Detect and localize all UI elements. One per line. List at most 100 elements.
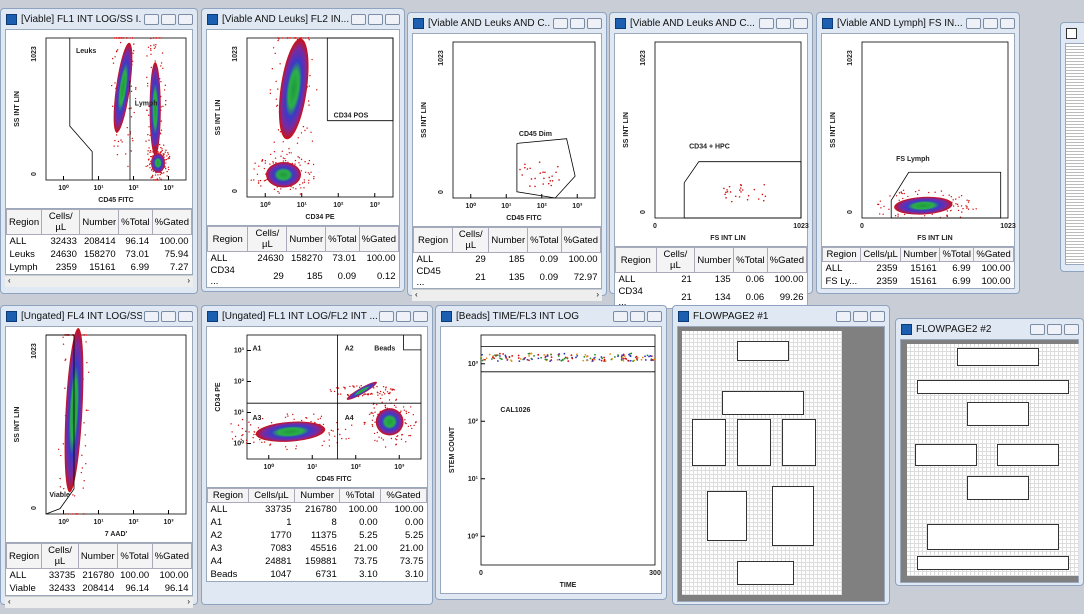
event-dot bbox=[625, 358, 628, 360]
event-dot bbox=[59, 486, 62, 488]
window-icon bbox=[413, 17, 424, 29]
window[interactable]: [Ungated] FL4 INT LOG/SS... Viable SS INT … bbox=[0, 305, 198, 608]
event-dot bbox=[83, 480, 85, 482]
event-dot bbox=[374, 439, 376, 442]
event-dot bbox=[130, 107, 132, 109]
y-axis-label: SS INT LIN bbox=[623, 112, 630, 148]
event-dot bbox=[519, 168, 521, 171]
maximize-button[interactable] bbox=[630, 310, 645, 322]
event-dot bbox=[250, 179, 253, 181]
window[interactable]: [Viable] FL1 INT LOG/SS I... Leuks Lymph SS… bbox=[0, 8, 198, 294]
close-button[interactable] bbox=[178, 13, 193, 25]
event-dot bbox=[543, 353, 546, 356]
column-header: %Total bbox=[527, 227, 562, 253]
close-button[interactable] bbox=[1064, 323, 1079, 335]
event-dot bbox=[958, 196, 960, 198]
table-area: Region Cells/µL Number %Total %Gated ALL 24630… bbox=[206, 226, 400, 288]
event-dot bbox=[328, 432, 330, 434]
event-dot bbox=[293, 418, 295, 421]
minimize-button[interactable] bbox=[144, 310, 159, 322]
event-dot bbox=[167, 168, 170, 171]
minimize-button[interactable] bbox=[553, 17, 568, 29]
window[interactable]: [Ungated] FL1 INT LOG/FL2 INT ... A1 A2 Bea… bbox=[201, 305, 433, 605]
close-button[interactable] bbox=[413, 310, 428, 322]
event-dot bbox=[160, 120, 163, 122]
event-dot bbox=[369, 393, 372, 395]
close-button[interactable] bbox=[870, 310, 885, 322]
table-row: ALL 32433 208414 96.14 100.00 bbox=[7, 235, 192, 249]
page-block bbox=[967, 402, 1029, 426]
scrollbar[interactable]: ‹ › bbox=[5, 596, 193, 608]
scroll-left[interactable]: ‹ bbox=[415, 290, 418, 299]
column-header: Number bbox=[79, 209, 120, 235]
close-button[interactable] bbox=[1000, 17, 1015, 29]
window[interactable]: [Beads] TIME/FL3 INT LOG CAL1026 STEM COUN… bbox=[435, 305, 667, 600]
close-button[interactable] bbox=[178, 310, 193, 322]
close-button[interactable] bbox=[587, 17, 602, 29]
event-dot bbox=[641, 356, 644, 359]
scrollbar[interactable]: ‹ › bbox=[412, 289, 602, 301]
scrollbar[interactable]: ‹ › bbox=[5, 275, 193, 287]
event-dot bbox=[341, 437, 343, 440]
minimize-button[interactable] bbox=[966, 17, 981, 29]
event-dot bbox=[299, 164, 301, 166]
event-dot bbox=[389, 388, 392, 390]
region-label: CAL1026 bbox=[500, 407, 530, 414]
minimize-button[interactable] bbox=[144, 13, 159, 25]
scroll-right[interactable]: › bbox=[187, 276, 190, 285]
maximize-button[interactable] bbox=[853, 310, 868, 322]
scroll-left[interactable]: ‹ bbox=[8, 276, 11, 285]
page-block bbox=[967, 476, 1029, 500]
maximize-button[interactable] bbox=[983, 17, 998, 29]
region-label: CD34 POS bbox=[334, 113, 369, 120]
event-dot bbox=[241, 427, 244, 430]
partial-window[interactable] bbox=[1060, 22, 1084, 272]
scroll-right[interactable]: › bbox=[187, 597, 190, 606]
minimize-button[interactable] bbox=[759, 17, 774, 29]
maximize-button[interactable] bbox=[776, 17, 791, 29]
window[interactable]: [Viable AND Lymph] FS IN... FS Lymph SS IN… bbox=[816, 12, 1020, 294]
event-dot bbox=[526, 168, 529, 170]
event-dot bbox=[153, 47, 156, 49]
event-dot bbox=[382, 385, 385, 388]
window[interactable]: [Viable AND Leuks AND C... CD34 + HPC SS I… bbox=[609, 12, 813, 309]
maximize-button[interactable] bbox=[161, 310, 176, 322]
close-button[interactable] bbox=[385, 13, 400, 25]
minimize-button[interactable] bbox=[379, 310, 394, 322]
window[interactable]: [Viable AND Leuks AND C... CD45 Dim SS INT… bbox=[407, 12, 607, 301]
event-dot bbox=[598, 358, 601, 361]
maximize-button[interactable] bbox=[1047, 323, 1062, 335]
event-dot bbox=[902, 197, 904, 200]
event-dot bbox=[155, 147, 158, 150]
maximize-button[interactable] bbox=[161, 13, 176, 25]
maximize-button[interactable] bbox=[396, 310, 411, 322]
maximize-button[interactable] bbox=[368, 13, 383, 25]
maximize-button[interactable] bbox=[570, 17, 585, 29]
minimize-button[interactable] bbox=[836, 310, 851, 322]
y-tick-label: 10⁰ bbox=[233, 440, 244, 448]
event-dot bbox=[85, 341, 87, 343]
event-dot bbox=[166, 170, 168, 173]
close-button[interactable] bbox=[647, 310, 662, 322]
event-dot bbox=[946, 215, 948, 217]
minimize-button[interactable] bbox=[613, 310, 628, 322]
event-dot bbox=[133, 111, 135, 114]
event-dot bbox=[316, 89, 318, 91]
event-dot bbox=[127, 37, 129, 39]
event-dot bbox=[86, 361, 88, 364]
minimize-button[interactable] bbox=[1030, 323, 1045, 335]
window[interactable]: FLOWPAGE2 #2 bbox=[895, 318, 1084, 586]
scroll-left[interactable]: ‹ bbox=[8, 597, 11, 606]
close-button[interactable] bbox=[793, 17, 808, 29]
event-dot bbox=[384, 389, 387, 391]
window[interactable]: [Viable AND Leuks] FL2 IN... CD34 POS SS I… bbox=[201, 8, 405, 292]
minimize-button[interactable] bbox=[351, 13, 366, 25]
window[interactable]: FLOWPAGE2 #1 bbox=[672, 305, 890, 605]
scroll-right[interactable]: › bbox=[596, 290, 599, 299]
event-dot bbox=[412, 413, 415, 416]
table-cell: 24630 bbox=[257, 253, 284, 264]
region-label: Beads bbox=[374, 345, 395, 352]
event-dot bbox=[130, 85, 133, 87]
event-dot bbox=[276, 104, 279, 107]
event-dot bbox=[490, 358, 493, 360]
